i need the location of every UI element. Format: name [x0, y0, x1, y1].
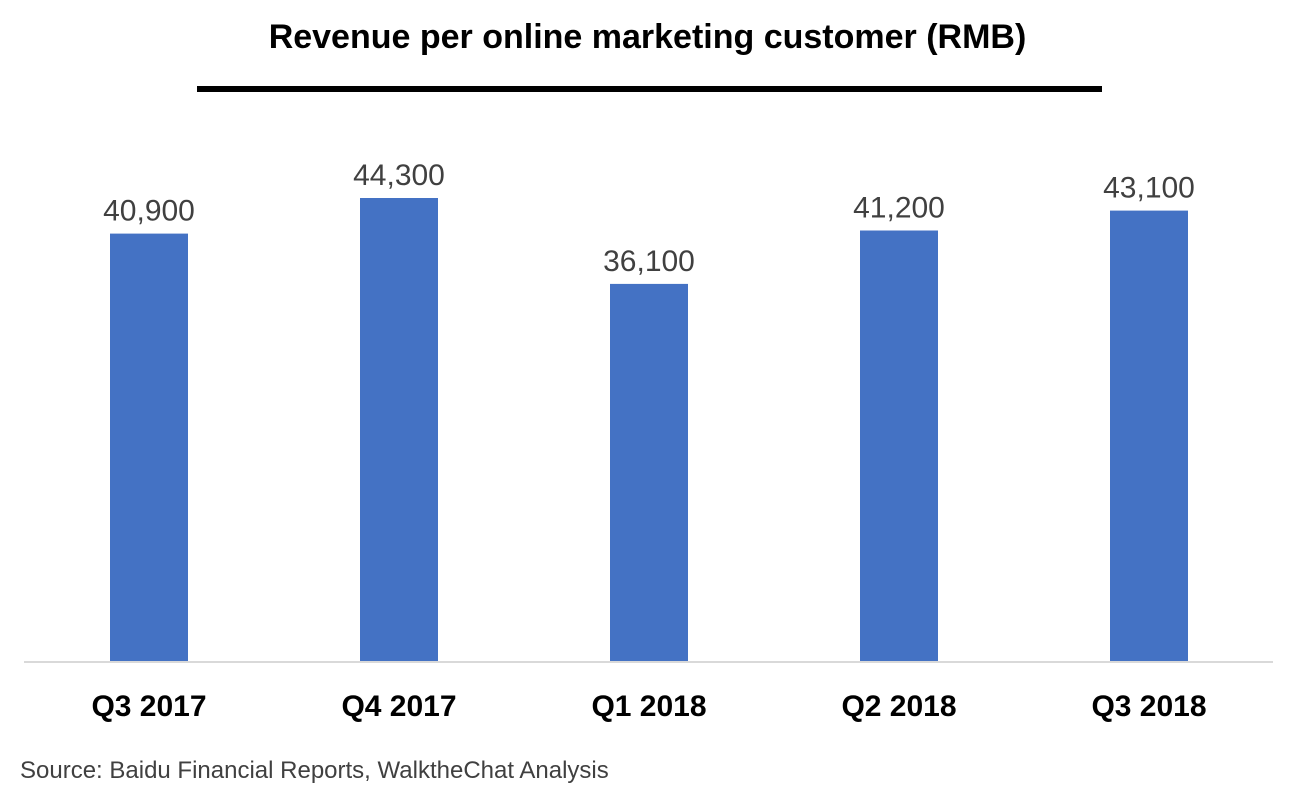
bar-q2-2018 — [860, 230, 938, 662]
category-label: Q3 2017 — [91, 690, 206, 723]
category-label: Q2 2018 — [841, 690, 956, 723]
value-label: 41,200 — [853, 192, 945, 225]
title-underline — [197, 86, 1102, 92]
value-label: 40,900 — [103, 195, 195, 228]
value-label: 44,300 — [353, 159, 445, 192]
chart-title: Revenue per online marketing customer (R… — [268, 18, 1027, 56]
value-label: 43,100 — [1103, 172, 1195, 205]
bar-q3-2017 — [110, 233, 188, 662]
bar-q1-2018 — [610, 283, 688, 662]
value-label: 36,100 — [603, 245, 695, 278]
bar-q3-2018 — [1110, 210, 1188, 662]
value-labels-group: 40,900 44,300 36,100 41,200 43,100 — [103, 159, 1195, 278]
category-label: Q1 2018 — [591, 690, 706, 723]
category-label: Q4 2017 — [341, 690, 456, 723]
bars-group — [110, 198, 1188, 662]
source-note: Source: Baidu Financial Reports, Walkthe… — [20, 757, 609, 784]
bar-q4-2017 — [360, 198, 438, 662]
category-label: Q3 2018 — [1091, 690, 1206, 723]
category-labels-group: Q3 2017 Q4 2017 Q1 2018 Q2 2018 Q3 2018 — [91, 690, 1206, 723]
